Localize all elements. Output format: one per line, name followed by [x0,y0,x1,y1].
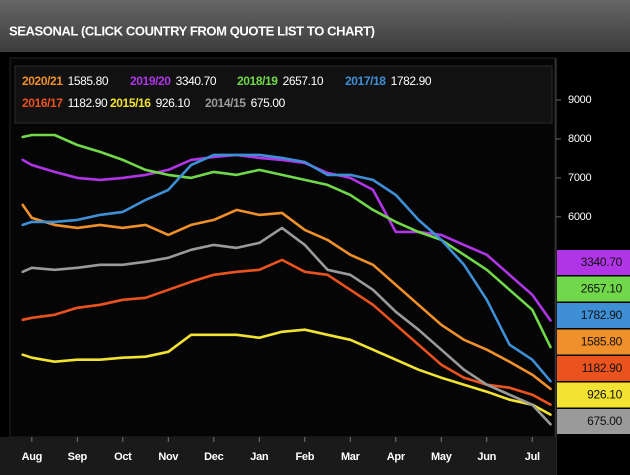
value-box [557,356,630,381]
y-tick-label: 6000 [568,211,591,223]
value-box-label: 1182.90 [582,361,623,375]
x-axis-strip [0,437,556,475]
series-line [21,258,552,406]
value-box [557,329,630,355]
x-tick-label: Feb [295,451,314,463]
x-tick-label: Oct [114,451,132,463]
series-line [21,153,552,322]
chart-title: SEASONAL (CLICK COUNTRY FROM QUOTE LIST … [9,23,375,38]
header-bar [0,0,630,52]
x-tick-label: May [431,451,453,463]
x-tick-label: Jun [477,451,496,463]
series-line [21,226,552,426]
value-box-label: 2657.10 [581,282,623,296]
y-tick-label: 9000 [568,94,591,106]
legend-name: 2014/15 [205,96,246,110]
y-tick-label: 7000 [568,172,591,184]
x-tick-label: Mar [341,451,361,463]
legend-value: 675.00 [251,96,286,110]
legend-name: 2020/21 [22,74,63,88]
x-tick-label: Aug [22,451,42,463]
x-tick-label: Nov [158,451,179,463]
value-box-label: 3340.70 [581,255,623,269]
value-box [557,276,630,302]
value-box-label: 1585.80 [581,335,623,349]
value-box [557,250,630,275]
legend-value: 3340.70 [176,74,217,88]
legend-name: 2016/17 [22,96,63,110]
series-line [21,328,552,416]
value-box-label: 1782.90 [581,308,623,322]
legend-name: 2017/18 [345,74,386,88]
value-box [557,303,630,328]
value-box-label: 926.10 [587,388,623,402]
legend-name: 2019/20 [130,74,171,88]
x-tick-label: Jul [525,451,540,463]
x-tick-label: Dec [204,451,223,463]
series-line [21,133,552,349]
y-tick-label: 8000 [568,133,591,145]
legend-value: 1585.80 [68,74,109,88]
legend-name: 2015/16 [110,96,151,110]
value-box [557,382,630,408]
series-line [21,203,552,391]
value-box-label: 675.00 [587,414,623,428]
x-tick-label: Apr [387,451,406,463]
legend-value: 2657.10 [283,74,324,88]
series-line [21,153,552,383]
lines [21,133,552,426]
legend-box [14,65,553,124]
legend-value: 1182.90 [68,96,108,110]
legend-name: 2018/19 [237,74,278,88]
value-box [557,409,630,434]
legend-value: 1782.90 [391,74,432,88]
x-tick-label: Sep [68,451,88,463]
legend-value: 926.10 [156,96,191,110]
x-tick-label: Jan [250,451,269,463]
